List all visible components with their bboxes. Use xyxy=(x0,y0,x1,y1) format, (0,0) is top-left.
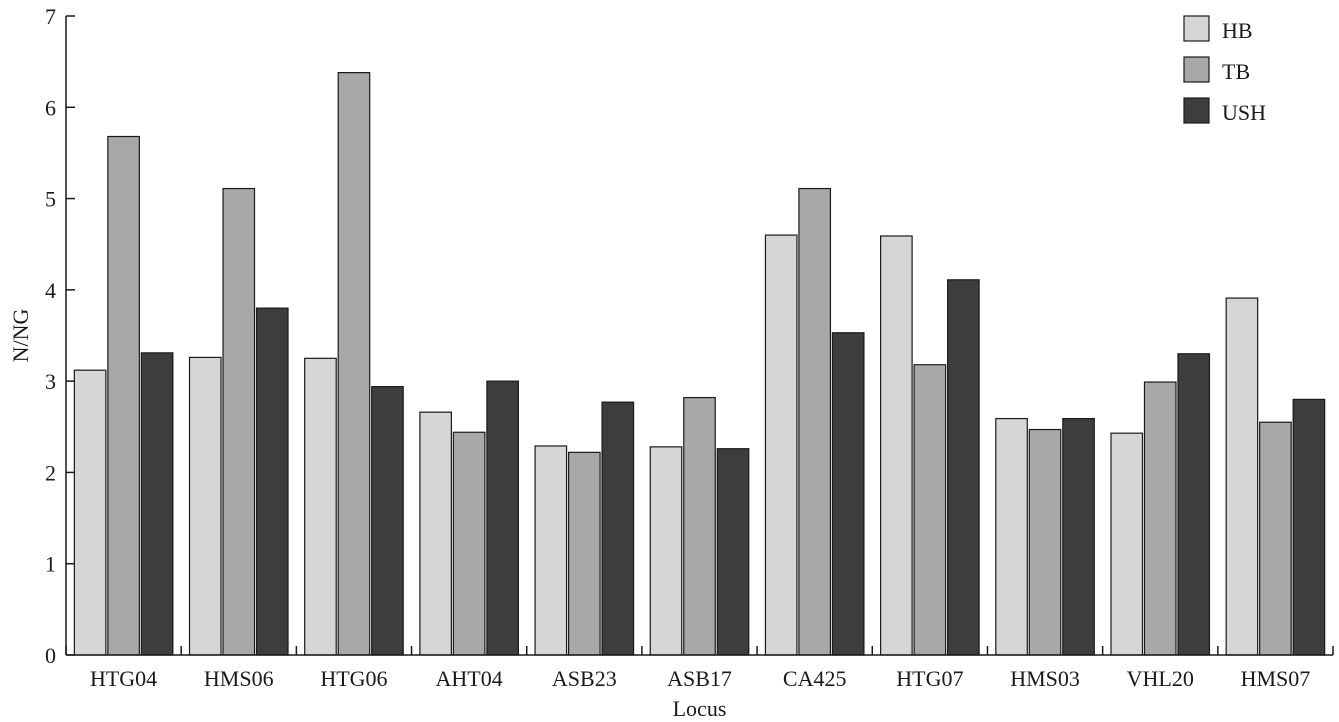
axes-layer xyxy=(65,16,1333,656)
bar-ush-aht04 xyxy=(486,380,519,656)
x-tick-label: HMS03 xyxy=(1010,666,1080,691)
y-tick-label: 5 xyxy=(45,187,56,212)
x-tick-label: HMS07 xyxy=(1241,666,1311,691)
bar-hb-hms06 xyxy=(188,356,222,656)
x-axis-title: Locus xyxy=(673,696,727,721)
bar-tb-hms03 xyxy=(1028,428,1062,656)
bar-ush-hms03 xyxy=(1062,417,1095,656)
legend-label-tb: TB xyxy=(1222,59,1250,84)
x-tick-label: AHT04 xyxy=(436,666,503,691)
bar-tb-htg04 xyxy=(107,135,140,656)
x-tick-label: HMS06 xyxy=(204,666,274,691)
bar-ush-htg04 xyxy=(140,352,174,656)
bars-layer xyxy=(73,71,1326,656)
bar-hb-hms07 xyxy=(1225,297,1259,656)
x-tick-label: ASB23 xyxy=(552,666,617,691)
legend-swatch-tb xyxy=(1183,56,1210,83)
bar-ush-htg06 xyxy=(371,386,404,656)
x-tick-label: VHL20 xyxy=(1127,666,1194,691)
bar-tb-hms06 xyxy=(222,187,256,656)
y-tick-label: 0 xyxy=(45,643,56,668)
bar-hb-htg07 xyxy=(880,235,913,656)
bar-tb-htg07 xyxy=(913,364,947,656)
bar-hb-htg06 xyxy=(304,357,337,656)
y-tick-label: 6 xyxy=(45,95,56,120)
bar-tb-asb17 xyxy=(683,396,716,656)
y-axis-title: N/NG xyxy=(8,309,33,363)
x-tick-label: HTG07 xyxy=(896,666,963,691)
bar-hb-aht04 xyxy=(419,411,452,656)
legend: HB TB USH xyxy=(1183,15,1266,125)
bar-hb-vhl20 xyxy=(1110,432,1144,656)
bar-ush-asb23 xyxy=(601,401,635,656)
bar-ush-vhl20 xyxy=(1177,353,1211,656)
bar-ush-ca425 xyxy=(831,332,865,656)
x-tick-label: HTG06 xyxy=(320,666,387,691)
bar-hb-hms03 xyxy=(995,417,1028,656)
legend-swatch-ush xyxy=(1183,97,1210,124)
bar-ush-hms06 xyxy=(255,307,289,656)
bar-hb-asb17 xyxy=(649,446,683,656)
y-tick-label: 4 xyxy=(45,278,56,303)
x-tick-label: CA425 xyxy=(783,666,847,691)
bar-tb-vhl20 xyxy=(1143,381,1177,656)
legend-swatch-hb xyxy=(1183,15,1210,42)
legend-label-hb: HB xyxy=(1222,18,1253,43)
y-tick-label: 1 xyxy=(45,552,56,577)
bar-tb-hms07 xyxy=(1259,421,1292,656)
bar-hb-asb23 xyxy=(534,445,568,656)
bar-tb-ca425 xyxy=(798,187,832,656)
bar-tb-asb23 xyxy=(567,451,601,656)
bar-ush-htg07 xyxy=(947,279,980,656)
y-tick-label: 3 xyxy=(45,369,56,394)
bar-ush-asb17 xyxy=(716,448,750,656)
bar-hb-ca425 xyxy=(764,234,798,656)
bar-tb-aht04 xyxy=(452,431,486,656)
y-tick-label: 7 xyxy=(45,4,56,29)
y-tick-label: 2 xyxy=(45,460,56,485)
legend-label-ush: USH xyxy=(1222,100,1266,125)
bar-ush-hms07 xyxy=(1292,398,1326,656)
x-tick-label: HTG04 xyxy=(90,666,157,691)
bar-tb-htg06 xyxy=(337,71,371,656)
ticks-layer: 0 1 2 3 4 5 6 7 HTG04 HMS06 HTG06 AHT04 ASB23 ASB17 CA… xyxy=(45,4,1334,691)
bar-hb-htg04 xyxy=(73,369,107,656)
x-tick-label: ASB17 xyxy=(667,666,732,691)
